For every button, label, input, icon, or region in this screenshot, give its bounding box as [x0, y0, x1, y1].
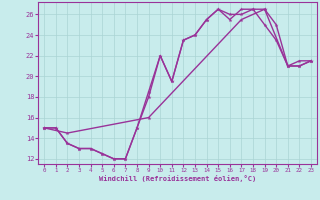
X-axis label: Windchill (Refroidissement éolien,°C): Windchill (Refroidissement éolien,°C) [99, 175, 256, 182]
